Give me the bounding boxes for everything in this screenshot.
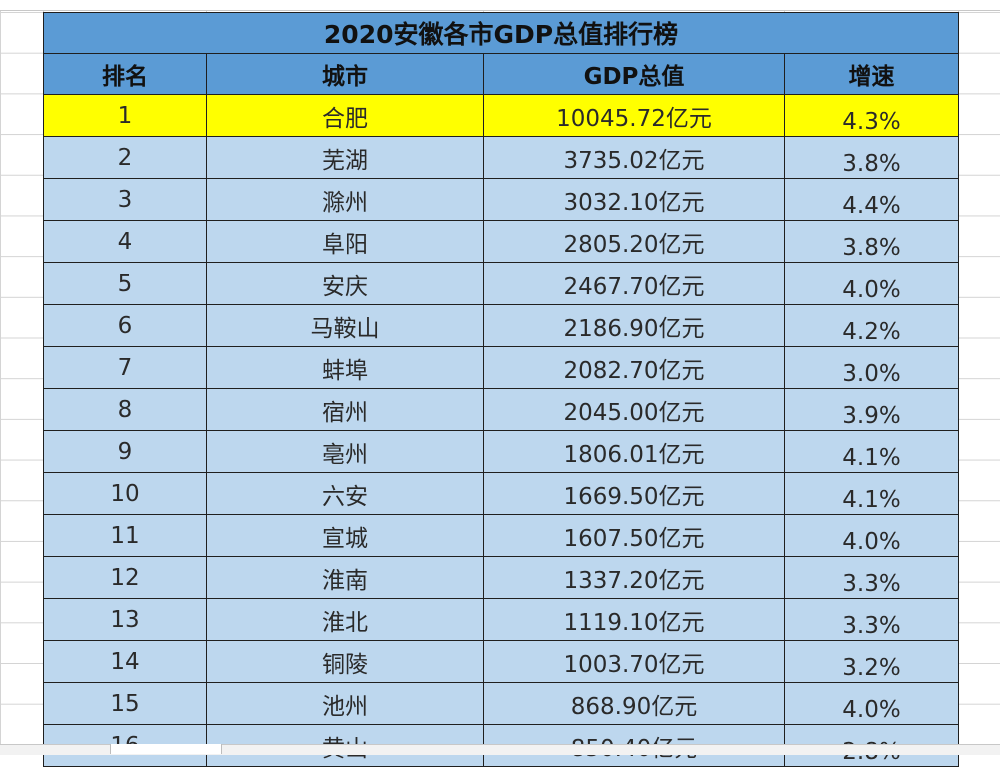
- cell-gdp[interactable]: 2045.00亿元: [483, 388, 785, 431]
- cell-gdp[interactable]: 2805.20亿元: [483, 220, 785, 263]
- cell-rank[interactable]: 7: [43, 346, 207, 389]
- cell-rank[interactable]: 8: [43, 388, 207, 431]
- header-rank[interactable]: 排名: [43, 53, 207, 95]
- table-row: 11 宣城 1607.50亿元 4.0%: [43, 514, 959, 557]
- header-gdp[interactable]: GDP总值: [483, 53, 785, 95]
- cell-growth[interactable]: 4.1%: [784, 430, 959, 473]
- cell-growth[interactable]: 3.9%: [784, 388, 959, 431]
- table-row: 5 安庆 2467.70亿元 4.0%: [43, 262, 959, 305]
- header-row: 排名 城市 GDP总值 增速: [43, 53, 959, 95]
- table-row: 8 宿州 2045.00亿元 3.9%: [43, 388, 959, 431]
- cell-gdp[interactable]: 10045.72亿元: [483, 94, 785, 137]
- cell-gdp[interactable]: 2467.70亿元: [483, 262, 785, 305]
- gdp-ranking-table: 2020安徽各市GDP总值排行榜 排名 城市 GDP总值 增速 1 合肥 10045…: [43, 12, 959, 767]
- cell-rank[interactable]: 3: [43, 178, 207, 221]
- cell-rank[interactable]: 5: [43, 262, 207, 305]
- cell-growth[interactable]: 3.8%: [784, 136, 959, 179]
- title-row: 2020安徽各市GDP总值排行榜: [43, 12, 959, 54]
- table-title[interactable]: 2020安徽各市GDP总值排行榜: [43, 12, 959, 54]
- header-city[interactable]: 城市: [206, 53, 484, 95]
- cell-gdp[interactable]: 2186.90亿元: [483, 304, 785, 347]
- table-row: 7 蚌埠 2082.70亿元 3.0%: [43, 346, 959, 389]
- cell-city[interactable]: 安庆: [206, 262, 484, 305]
- cell-rank[interactable]: 12: [43, 556, 207, 599]
- cell-city[interactable]: 铜陵: [206, 640, 484, 683]
- cell-growth[interactable]: 4.3%: [784, 94, 959, 137]
- cell-city[interactable]: 六安: [206, 472, 484, 515]
- cell-growth[interactable]: 3.3%: [784, 556, 959, 599]
- gdp-ranking-table-container: 2020安徽各市GDP总值排行榜 排名 城市 GDP总值 增速 1 合肥 10045…: [43, 12, 959, 767]
- table-row: 6 马鞍山 2186.90亿元 4.2%: [43, 304, 959, 347]
- cell-gdp[interactable]: 1337.20亿元: [483, 556, 785, 599]
- cell-rank[interactable]: 4: [43, 220, 207, 263]
- cell-gdp[interactable]: 868.90亿元: [483, 682, 785, 725]
- cell-gdp[interactable]: 1607.50亿元: [483, 514, 785, 557]
- cell-city[interactable]: 马鞍山: [206, 304, 484, 347]
- table-row: 4 阜阳 2805.20亿元 3.8%: [43, 220, 959, 263]
- table-row: 10 六安 1669.50亿元 4.1%: [43, 472, 959, 515]
- header-growth[interactable]: 增速: [784, 53, 959, 95]
- table-body: 1 合肥 10045.72亿元 4.3% 2 芜湖 3735.02亿元 3.8% 3 滁州 3032…: [43, 94, 959, 767]
- cell-gdp[interactable]: 1003.70亿元: [483, 640, 785, 683]
- cell-growth[interactable]: 4.0%: [784, 682, 959, 725]
- column-header-strip: [0, 0, 1000, 11]
- cell-growth[interactable]: 3.0%: [784, 346, 959, 389]
- sheet-tab[interactable]: [110, 744, 222, 754]
- cell-rank[interactable]: 10: [43, 472, 207, 515]
- cell-growth[interactable]: 4.0%: [784, 514, 959, 557]
- table-row: 15 池州 868.90亿元 4.0%: [43, 682, 959, 725]
- cell-city[interactable]: 宣城: [206, 514, 484, 557]
- table-row: 9 亳州 1806.01亿元 4.1%: [43, 430, 959, 473]
- table-row: 14 铜陵 1003.70亿元 3.2%: [43, 640, 959, 683]
- cell-rank[interactable]: 1: [43, 94, 207, 137]
- cell-rank[interactable]: 2: [43, 136, 207, 179]
- sheet-tab-bar: [0, 744, 1000, 755]
- cell-city[interactable]: 芜湖: [206, 136, 484, 179]
- cell-gdp[interactable]: 3032.10亿元: [483, 178, 785, 221]
- cell-growth[interactable]: 3.2%: [784, 640, 959, 683]
- cell-rank[interactable]: 9: [43, 430, 207, 473]
- table-row: 12 淮南 1337.20亿元 3.3%: [43, 556, 959, 599]
- cell-rank[interactable]: 13: [43, 598, 207, 641]
- cell-growth[interactable]: 4.0%: [784, 262, 959, 305]
- cell-growth[interactable]: 3.8%: [784, 220, 959, 263]
- cell-rank[interactable]: 11: [43, 514, 207, 557]
- cell-city[interactable]: 淮南: [206, 556, 484, 599]
- cell-city[interactable]: 蚌埠: [206, 346, 484, 389]
- cell-gdp[interactable]: 3735.02亿元: [483, 136, 785, 179]
- table-row: 3 滁州 3032.10亿元 4.4%: [43, 178, 959, 221]
- cell-gdp[interactable]: 1669.50亿元: [483, 472, 785, 515]
- cell-gdp[interactable]: 2082.70亿元: [483, 346, 785, 389]
- cell-city[interactable]: 池州: [206, 682, 484, 725]
- cell-growth[interactable]: 4.2%: [784, 304, 959, 347]
- cell-growth[interactable]: 3.3%: [784, 598, 959, 641]
- cell-gdp[interactable]: 1806.01亿元: [483, 430, 785, 473]
- table-row: 1 合肥 10045.72亿元 4.3%: [43, 94, 959, 137]
- cell-rank[interactable]: 14: [43, 640, 207, 683]
- cell-rank[interactable]: 6: [43, 304, 207, 347]
- table-row: 2 芜湖 3735.02亿元 3.8%: [43, 136, 959, 179]
- cell-growth[interactable]: 4.1%: [784, 472, 959, 515]
- table-row: 13 淮北 1119.10亿元 3.3%: [43, 598, 959, 641]
- cell-rank[interactable]: 15: [43, 682, 207, 725]
- grid-column-line: [958, 0, 959, 754]
- cell-city[interactable]: 亳州: [206, 430, 484, 473]
- cell-city[interactable]: 阜阳: [206, 220, 484, 263]
- cell-city[interactable]: 合肥: [206, 94, 484, 137]
- cell-city[interactable]: 滁州: [206, 178, 484, 221]
- cell-city[interactable]: 宿州: [206, 388, 484, 431]
- cell-gdp[interactable]: 1119.10亿元: [483, 598, 785, 641]
- cell-city[interactable]: 淮北: [206, 598, 484, 641]
- cell-growth[interactable]: 4.4%: [784, 178, 959, 221]
